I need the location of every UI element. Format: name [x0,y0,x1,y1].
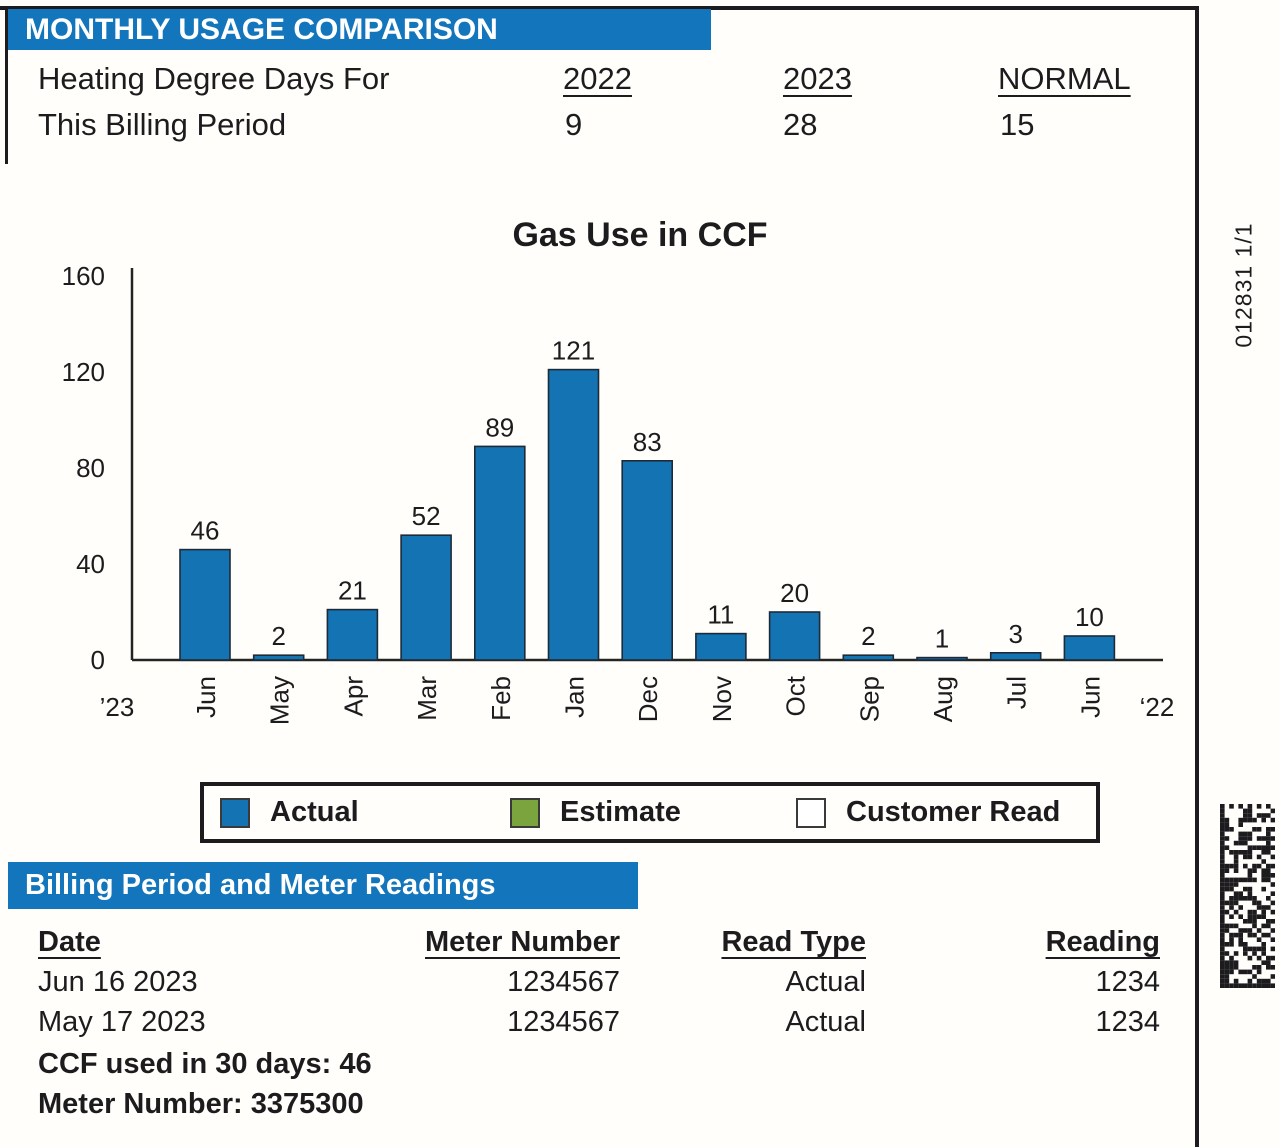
table-header-meter-number: Meter Number [425,926,620,958]
x-tick-label: Jul [1002,676,1032,709]
table-header-reading: Reading [1045,926,1160,958]
bar [989,651,1042,661]
bar [252,654,305,661]
axis-year-right: ‘22 [1140,692,1175,722]
x-tick-label: Oct [781,675,811,716]
value-2023: 28 [783,107,818,142]
legend-item-customer-read: Customer Read [796,786,1060,839]
bar [695,632,747,661]
y-tick-label: 80 [76,453,105,483]
y-tick-label: 120 [62,357,105,387]
row2-meter-number: 1234567 [507,1006,620,1038]
row1-date: Jun 16 2023 [38,966,198,998]
bar-value-label: 89 [485,412,514,442]
column-header-2022: 2022 [563,61,632,96]
billing-title-text: Billing Period and Meter Readings [25,869,496,901]
bar [916,656,968,661]
bar [768,611,821,661]
x-tick-label: Feb [486,676,516,721]
row1-read-type: Actual [785,966,866,998]
legend-label-estimate: Estimate [560,796,681,828]
bar-value-label: 52 [412,501,441,531]
y-tick-label: 0 [91,645,105,675]
bar-value-label: 3 [1008,619,1022,649]
chart-title: Gas Use in CCF [512,216,767,254]
page-id-side-label: 012831 1/1 [1230,222,1257,348]
estimate-swatch-icon [510,797,540,828]
bar [400,534,452,661]
bar-value-label: 83 [633,427,662,457]
monthly-usage-title-text: MONTHLY USAGE COMPARISON [25,12,498,46]
chart-legend: Actual Estimate Customer Read [200,782,1100,843]
x-tick-label: Nov [707,676,737,722]
x-tick-label: Jun [191,676,221,718]
bar [326,608,379,661]
bar-value-label: 2 [271,621,285,651]
x-tick-label: Mar [412,676,442,721]
x-tick-label: May [265,676,295,725]
bar-value-label: 1 [935,624,949,654]
x-tick-label: Aug [928,676,958,722]
legend-label-customer-read: Customer Read [846,796,1061,828]
datamatrix-barcode [1220,804,1276,988]
table-header-date: Date [38,926,101,958]
y-tick-label: 40 [76,549,105,579]
heating-degree-days-label-line2: This Billing Period [38,107,287,142]
gas-use-bar-chart: Gas Use in CCF0408012016046Jun2May21Apr5… [62,216,1175,725]
bar [547,368,600,661]
row2-reading: 1234 [1095,1006,1160,1038]
bar-value-label: 20 [780,578,809,608]
legend-item-estimate: Estimate [510,786,681,839]
row2-read-type: Actual [785,1006,866,1038]
column-header-normal: NORMAL [998,61,1131,96]
bar [1063,635,1116,661]
bar-value-label: 21 [338,576,367,606]
page-left-border-segment [5,6,8,164]
page-right-border [1195,6,1199,1147]
actual-swatch-icon [220,797,250,828]
customer-read-swatch-icon [796,797,826,828]
table-header-read-type: Read Type [721,926,866,958]
bar-value-label: 10 [1075,602,1104,632]
column-header-2023: 2023 [783,61,852,96]
value-2022: 9 [565,107,583,142]
bar-value-label: 46 [191,516,220,546]
bar [842,654,895,661]
monthly-usage-section-title: MONTHLY USAGE COMPARISON [8,9,711,50]
page-top-border [0,6,1199,10]
bar [179,548,231,661]
x-tick-label: Sep [854,676,884,722]
x-tick-label: Apr [338,676,368,717]
row1-reading: 1234 [1095,966,1160,998]
bar-value-label: 11 [707,600,734,630]
bar [621,459,674,661]
legend-label-actual: Actual [270,796,359,828]
billing-section-title: Billing Period and Meter Readings [8,862,638,909]
legend-item-actual: Actual [220,786,359,839]
value-normal: 15 [1000,107,1035,142]
row2-date: May 17 2023 [38,1006,206,1038]
x-tick-label: Jun [1075,676,1105,718]
bar-value-label: 2 [861,621,875,651]
heating-degree-days-label-line1: Heating Degree Days For [38,61,390,96]
meter-number-summary: Meter Number: 3375300 [38,1088,364,1120]
bar-value-label: 121 [552,336,595,366]
row1-meter-number: 1234567 [507,966,620,998]
axis-year-left: ’23 [100,692,135,722]
x-tick-label: Dec [633,676,663,722]
bar [473,445,526,661]
x-tick-label: Jan [560,676,590,718]
y-tick-label: 160 [62,261,105,291]
ccf-used-summary: CCF used in 30 days: 46 [38,1048,372,1080]
